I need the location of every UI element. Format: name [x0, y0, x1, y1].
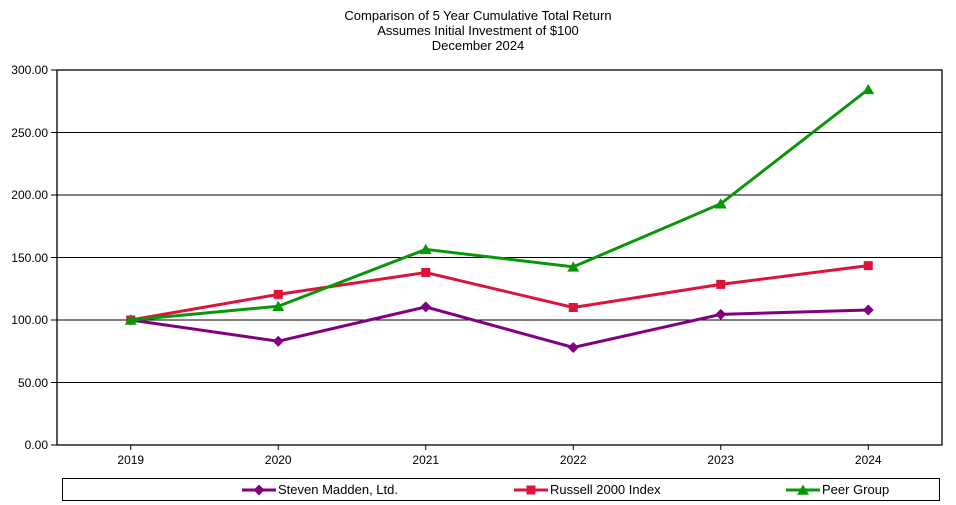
chart-title-line1: Comparison of 5 Year Cumulative Total Re… — [344, 8, 612, 23]
data-point-peer-group-2021 — [419, 243, 432, 255]
data-point-peer-group-2023 — [714, 198, 727, 209]
legend-item-peer-group: Peer Group — [785, 479, 889, 500]
y-tick-label-100.00: 100.00 — [11, 313, 48, 327]
x-tick-label-2020: 2020 — [264, 453, 292, 467]
data-point-peer-group-2022 — [567, 261, 580, 272]
data-point-peer-group-2019 — [124, 314, 137, 325]
legend-marker-triangle — [797, 484, 809, 495]
legend-marker-square — [526, 485, 536, 494]
series-line-steven-madden-ltd — [130, 305, 869, 350]
legend: Steven Madden, Ltd. Russell 2000 Index P… — [62, 478, 940, 501]
x-tick-label-2023: 2023 — [707, 453, 735, 467]
data-point-steven-madden-ltd-2023 — [715, 308, 727, 320]
y-tick-label-300.00: 300.00 — [11, 63, 48, 77]
y-tick-label-250.00: 250.00 — [11, 125, 48, 140]
data-point-steven-madden-ltd-2022 — [567, 342, 579, 353]
data-point-russell-2000-index-2023 — [716, 279, 726, 289]
data-point-steven-madden-ltd-2021 — [420, 301, 432, 313]
legend-label-steven-madden: Steven Madden, Ltd. — [278, 482, 398, 497]
legend-swatch-square-icon — [514, 485, 548, 494]
x-tick-label-2019: 2019 — [117, 453, 145, 467]
y-tick-label-150.00: 150.00 — [11, 250, 48, 265]
y-tick-label-50.00: 50.00 — [17, 375, 48, 390]
legend-swatch-diamond-icon — [242, 484, 276, 495]
data-point-peer-group-2020 — [272, 300, 285, 312]
legend-item-steven-madden: Steven Madden, Ltd. — [241, 479, 398, 500]
legend-label-peer-group: Peer Group — [822, 482, 890, 497]
chart-title-line3: December 2024 — [431, 38, 525, 53]
data-point-russell-2000-index-2020 — [273, 289, 283, 299]
plot-border — [56, 69, 943, 446]
legend-label-russell-2000: Russell 2000 Index — [550, 482, 661, 497]
series-line-peer-group — [130, 88, 870, 322]
data-point-peer-group-2024 — [862, 83, 875, 95]
data-point-russell-2000-index-2024 — [863, 261, 873, 271]
data-point-steven-madden-ltd-2020 — [272, 335, 284, 347]
series-line-russell-2000-index — [130, 264, 869, 322]
legend-item-russell-2000: Russell 2000 Index — [513, 479, 661, 500]
x-tick-label-2021: 2021 — [412, 453, 440, 467]
y-tick-label-0.00: 0.00 — [24, 438, 48, 452]
chart-title-line2: Assumes Initial Investment of $100 — [377, 23, 579, 38]
legend-swatch-triangle-icon — [786, 484, 820, 495]
x-tick-label-2022: 2022 — [559, 453, 587, 467]
x-tick-label-2024: 2024 — [854, 453, 882, 467]
data-point-russell-2000-index-2021 — [421, 268, 431, 277]
data-point-russell-2000-index-2022 — [568, 303, 578, 312]
data-point-steven-madden-ltd-2024 — [862, 304, 874, 316]
y-tick-label-200.00: 200.00 — [11, 188, 48, 202]
chart-title-block: Comparison of 5 Year Cumulative Total Re… — [0, 8, 956, 53]
legend-marker-diamond — [253, 484, 265, 495]
